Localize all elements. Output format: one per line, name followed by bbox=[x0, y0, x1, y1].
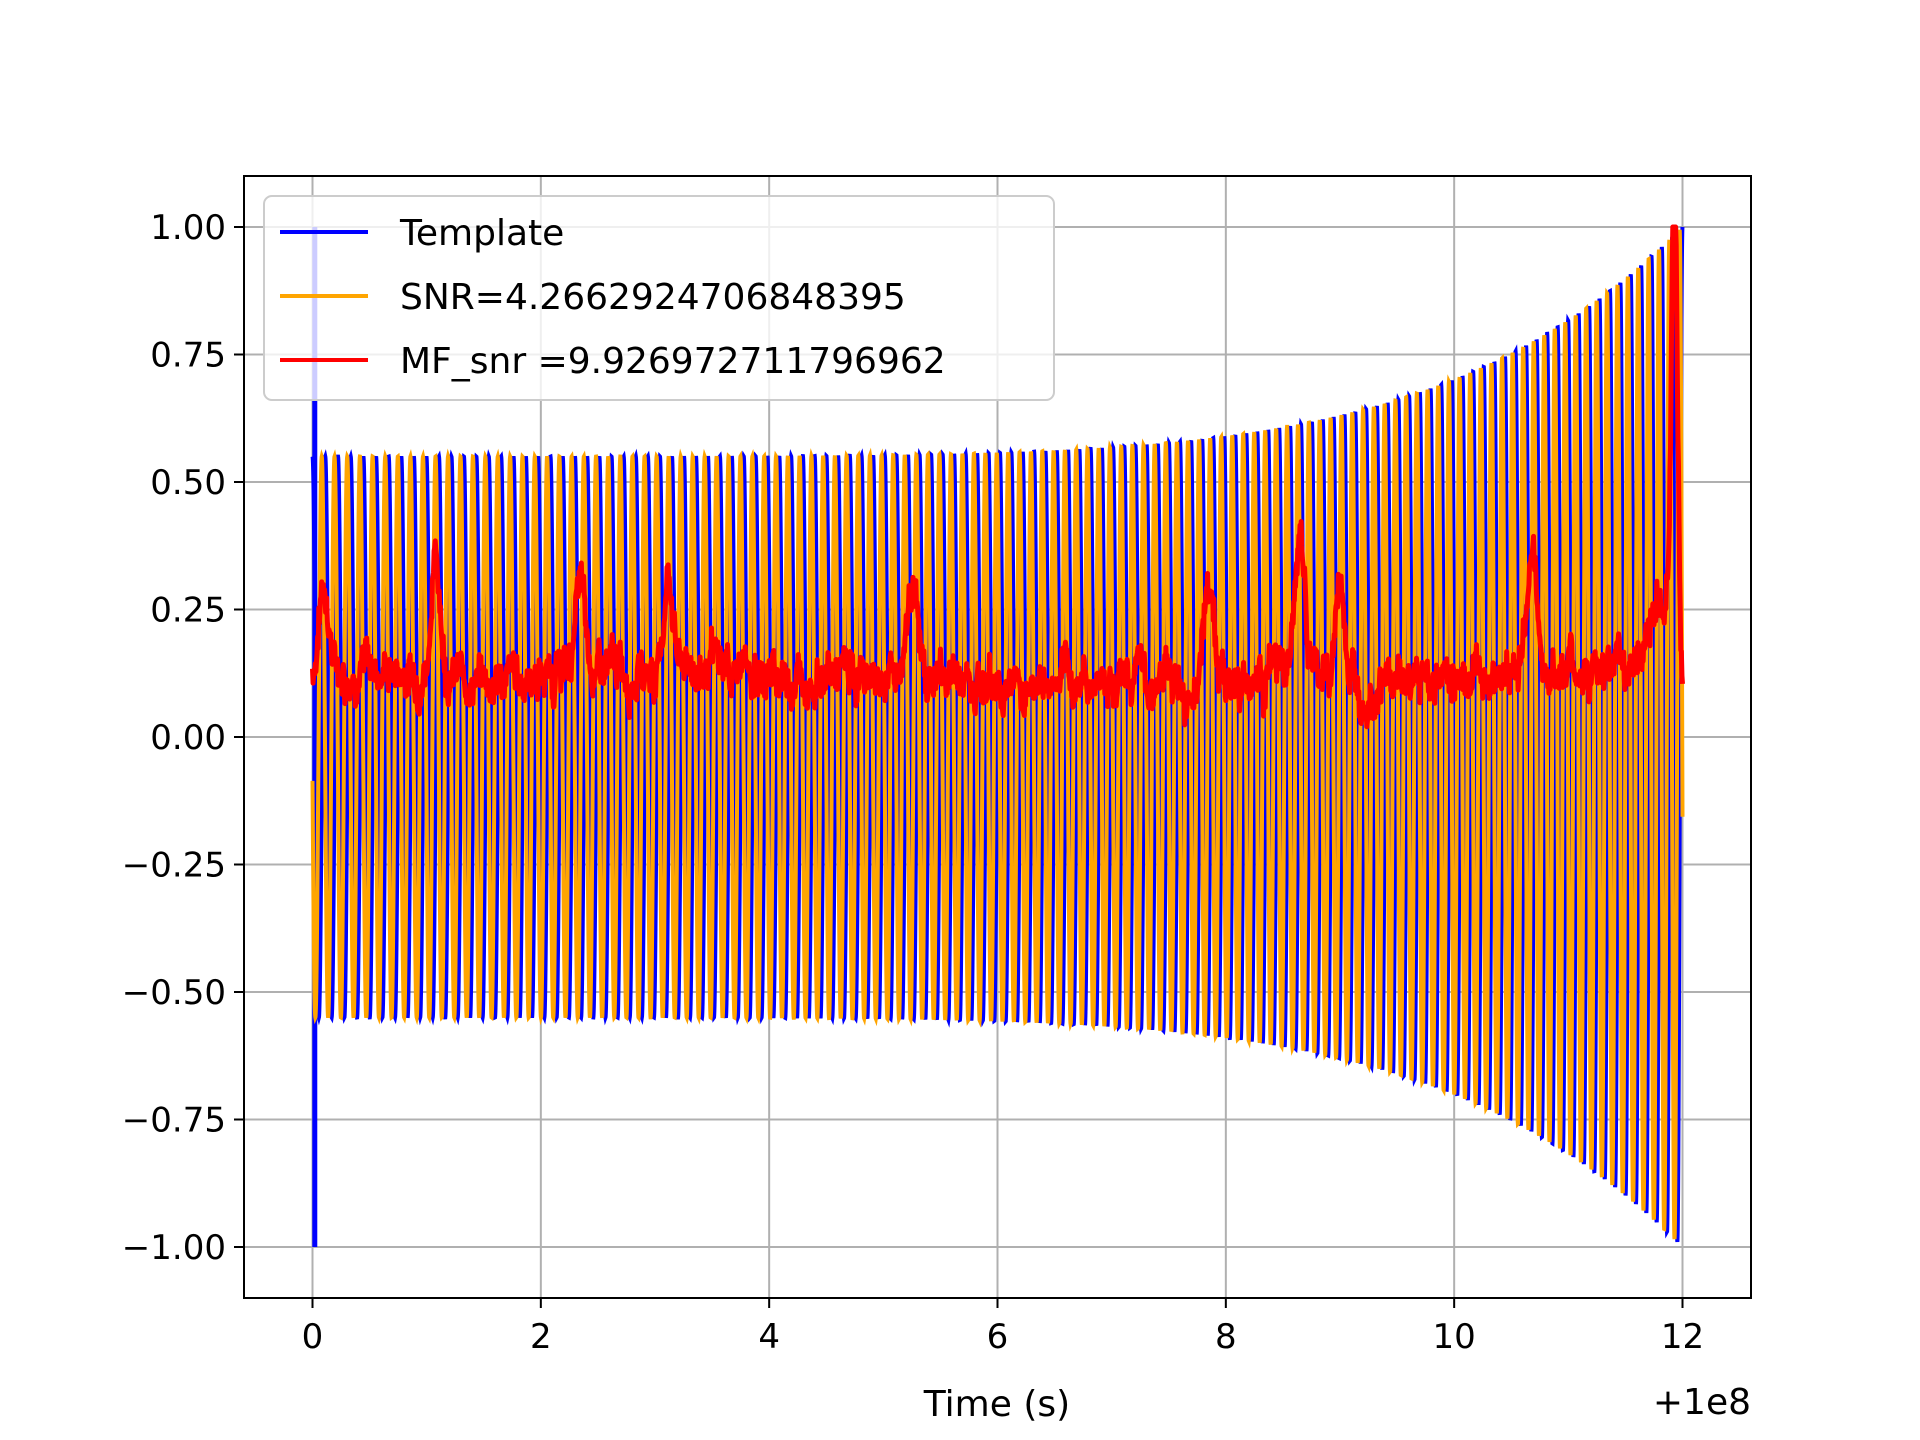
x-axis-title: Time (s) bbox=[923, 1384, 1070, 1425]
x-axis: 0 2 4 6 8 10 12 bbox=[302, 1298, 1704, 1357]
x-tick-label: 6 bbox=[987, 1317, 1009, 1357]
legend: Template SNR=4.2662924706848395 MF_snr =9.… bbox=[263, 195, 1055, 401]
x-tick-label: 2 bbox=[530, 1317, 552, 1357]
series-mf-snr-line bbox=[310, 224, 1685, 730]
y-tick-label: 0.00 bbox=[150, 718, 226, 758]
x-offset-label: +1e8 bbox=[1653, 1382, 1751, 1423]
y-tick-label: −1.00 bbox=[122, 1228, 226, 1268]
legend-label: Template bbox=[399, 213, 564, 254]
y-tick-label: 1.00 bbox=[150, 208, 226, 248]
x-tick-label: 0 bbox=[302, 1317, 324, 1357]
y-axis: 1.00 0.75 0.50 0.25 0.00 −0.25 −0.50 −0.75 −1.00 bbox=[122, 208, 244, 1268]
y-tick-label: 0.50 bbox=[150, 463, 226, 503]
x-tick-label: 8 bbox=[1215, 1317, 1237, 1357]
legend-box bbox=[263, 195, 1055, 401]
y-tick-label: −0.25 bbox=[122, 846, 226, 886]
x-tick-label: 4 bbox=[758, 1317, 780, 1357]
y-tick-label: 0.25 bbox=[150, 591, 226, 631]
y-tick-label: −0.50 bbox=[122, 973, 226, 1013]
series-snr-line bbox=[310, 229, 1685, 1240]
y-tick-label: 0.75 bbox=[150, 336, 226, 376]
legend-label: SNR=4.2662924706848395 bbox=[400, 277, 906, 318]
y-tick-label: −0.75 bbox=[122, 1101, 226, 1141]
x-tick-label: 12 bbox=[1661, 1317, 1704, 1357]
x-tick-label: 10 bbox=[1433, 1317, 1476, 1357]
legend-label: MF_snr =9.926972711796962 bbox=[400, 341, 946, 382]
